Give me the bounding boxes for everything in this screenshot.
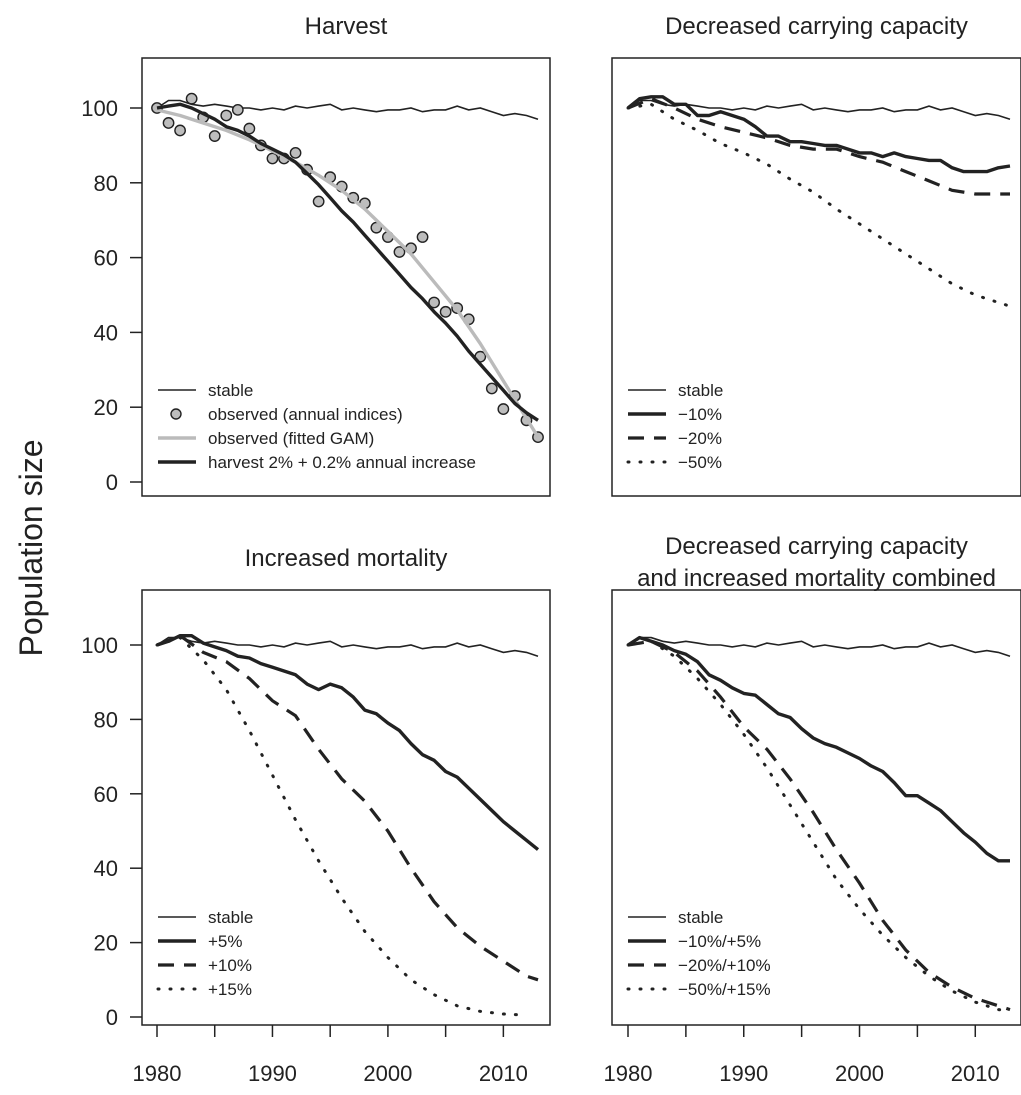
panel-title: Decreased carrying capacity	[665, 13, 968, 40]
x-tick-label: 1990	[719, 1061, 768, 1086]
observed-point	[174, 124, 186, 137]
panel-1: Harvest 0 20 40 60 80 100 stable observed (annua…	[81, 13, 551, 497]
observed-point	[266, 152, 279, 165]
y-tick-label: 80	[94, 171, 118, 196]
observed-point	[208, 130, 221, 142]
series-line-3	[156, 108, 540, 438]
legend-label: +5%	[208, 932, 243, 951]
series-line-4	[626, 102, 1012, 308]
legend-label: observed (annual indices)	[208, 405, 403, 424]
x-tick-label: 2010	[951, 1061, 1000, 1086]
observed-point	[497, 403, 510, 415]
legend-label: stable	[208, 381, 253, 400]
panel-title: Harvest	[305, 13, 388, 40]
series-line-1	[627, 636, 1011, 657]
series-line-2	[627, 635, 1010, 863]
panel-title: Increased mortality	[245, 545, 448, 572]
legend-label: observed (fitted GAM)	[208, 429, 374, 448]
y-tick-label: 60	[94, 246, 118, 271]
legend-label: stable	[678, 381, 723, 400]
series-line-4	[156, 102, 539, 422]
x-tick-label: 2010	[479, 1061, 528, 1086]
x-tick-label: 1990	[248, 1061, 297, 1086]
series-line-2	[156, 634, 540, 851]
legend-symbol	[170, 408, 182, 420]
legend-label: −10%/+5%	[678, 932, 761, 951]
y-tick-label: 80	[94, 707, 118, 732]
panel-title: Decreased carrying capacity	[665, 533, 968, 560]
x-tick-label: 2000	[363, 1061, 412, 1086]
y-tick-label: 20	[94, 931, 118, 956]
plot-frame	[611, 589, 1021, 1026]
series-line-1	[156, 636, 539, 657]
observed-point	[289, 146, 302, 159]
plot-frame	[141, 589, 551, 1026]
panel-2: Decreased carrying capacity stable −10% −20…	[611, 13, 1021, 497]
plot-frame	[141, 57, 551, 497]
y-tick-label: 100	[81, 633, 118, 658]
panel-title-line2: and increased mortality combined	[637, 565, 996, 592]
plot-frame	[611, 57, 1021, 497]
observed-point	[231, 103, 244, 116]
y-axis-label: Population size	[13, 439, 49, 656]
observed-point	[312, 195, 325, 208]
observed-point	[185, 92, 198, 105]
series-line-2	[626, 95, 1011, 174]
panel-4: Decreased carrying capacity and increased…	[604, 533, 1021, 1086]
series-line-3	[627, 96, 1010, 196]
observed-point	[162, 117, 175, 129]
legend-label: −20%	[678, 429, 722, 448]
legend-label: −50%	[678, 453, 722, 472]
observed-point	[439, 305, 452, 318]
legend-label: −50%/+15%	[678, 980, 771, 999]
legend-label: stable	[208, 908, 253, 927]
y-tick-label: 0	[106, 1005, 118, 1030]
legend-label: −10%	[678, 405, 722, 424]
legend-label: harvest 2% + 0.2% annual increase	[208, 453, 476, 472]
panel-3: Increased mortality 0 20 40 60 80 100 1980 1990 2…	[81, 545, 551, 1086]
observed-point	[220, 109, 233, 122]
series-line-3	[627, 639, 1011, 1012]
legend-label: −20%/+10%	[678, 956, 771, 975]
observed-point	[416, 231, 429, 243]
legend-label: +15%	[208, 980, 252, 999]
y-tick-label: 60	[94, 782, 118, 807]
observed-point	[428, 296, 440, 309]
observed-point	[243, 122, 256, 135]
y-tick-label: 20	[94, 395, 118, 420]
series-line-1	[627, 99, 1011, 120]
y-tick-label: 0	[106, 470, 118, 495]
observed-point	[393, 246, 406, 258]
x-tick-label: 2000	[835, 1061, 884, 1086]
y-tick-label: 100	[81, 96, 118, 121]
y-tick-label: 40	[94, 856, 118, 881]
legend-label: +10%	[208, 956, 252, 975]
x-tick-label: 1980	[604, 1061, 653, 1086]
legend-label: stable	[678, 908, 723, 927]
series-line-1	[156, 99, 539, 120]
series-line-4	[626, 639, 1012, 1013]
y-tick-label: 40	[94, 320, 118, 345]
x-tick-label: 1980	[133, 1061, 182, 1086]
observed-point	[485, 382, 498, 395]
series-line-3	[156, 633, 539, 982]
